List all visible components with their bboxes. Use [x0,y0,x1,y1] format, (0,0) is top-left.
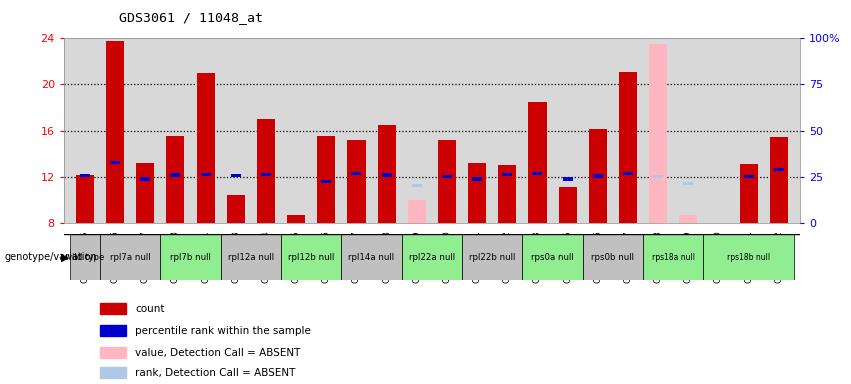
Bar [106,41,124,223]
Bar [70,234,100,280]
Bar [347,140,366,223]
Bar [683,182,694,185]
Text: rpl14a null: rpl14a null [348,253,395,262]
Bar [317,136,335,223]
Text: rpl22a null: rpl22a null [408,253,455,262]
Bar [468,163,486,223]
Bar [533,172,542,175]
Text: percentile rank within the sample: percentile rank within the sample [135,326,311,336]
Bar [100,367,126,379]
Bar [100,234,160,280]
Bar [281,234,341,280]
Bar [589,129,607,223]
Text: wild type: wild type [66,253,105,262]
Bar [257,119,275,223]
Bar [654,175,663,178]
Bar [408,200,426,223]
Text: rps0a null: rps0a null [531,253,574,262]
Bar [140,177,151,180]
Text: rpl12a null: rpl12a null [228,253,274,262]
Text: rank, Detection Call = ABSENT: rank, Detection Call = ABSENT [135,368,295,378]
Bar [381,173,391,177]
Bar [740,164,757,223]
Bar [528,102,546,223]
Bar [110,161,120,164]
Text: rps18b null: rps18b null [727,253,770,262]
Bar [100,303,126,314]
Bar [170,173,180,177]
Bar [351,172,362,175]
Text: GDS3061 / 11048_at: GDS3061 / 11048_at [119,12,263,25]
Bar [744,175,754,178]
Bar [462,234,523,280]
Bar [160,234,220,280]
Bar [472,177,483,180]
Text: rpl22b null: rpl22b null [469,253,516,262]
Bar [136,163,154,223]
Bar [643,234,704,280]
Bar [619,72,637,223]
Bar [770,137,788,223]
Bar [498,165,517,223]
Text: value, Detection Call = ABSENT: value, Detection Call = ABSENT [135,348,300,358]
Bar [287,215,306,223]
Bar [261,173,271,176]
Text: rpl7a null: rpl7a null [110,253,151,262]
Bar [201,173,210,176]
Bar [197,73,214,223]
Bar [774,168,784,171]
Bar [100,325,126,336]
Bar [231,174,241,177]
Bar [563,177,573,180]
Text: genotype/variation: genotype/variation [4,252,97,262]
Bar [100,347,126,358]
Text: count: count [135,304,165,314]
Bar [220,234,281,280]
Text: rps0b null: rps0b null [591,253,634,262]
Text: rpl12b null: rpl12b null [288,253,334,262]
Bar [80,174,90,177]
Bar [649,44,667,223]
Bar [378,125,396,223]
Bar [341,234,402,280]
Bar [412,184,422,187]
Bar [523,234,583,280]
Text: ▶: ▶ [61,252,70,262]
Bar [76,175,94,223]
Bar [679,215,697,223]
Bar [442,175,452,178]
Bar [502,173,512,176]
Bar [167,136,185,223]
Bar [593,174,603,178]
Bar [704,234,794,280]
Text: rpl7b null: rpl7b null [170,253,211,262]
Bar [226,195,245,223]
Bar [623,172,633,175]
Bar [438,140,456,223]
Bar [322,180,331,183]
Text: rps18a null: rps18a null [652,253,694,262]
Bar [402,234,462,280]
Bar [583,234,643,280]
Bar [558,187,577,223]
